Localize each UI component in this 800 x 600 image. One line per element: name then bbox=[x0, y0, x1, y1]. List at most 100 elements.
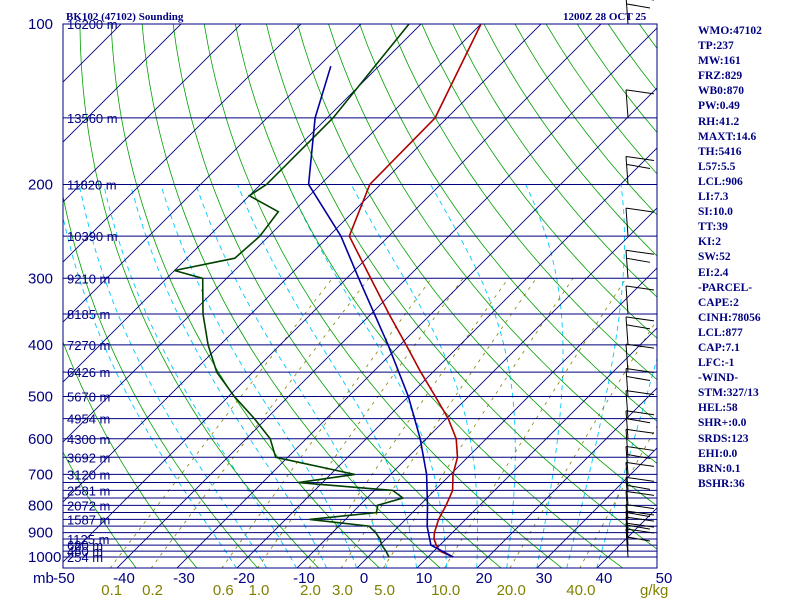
wind-barb-flag bbox=[625, 510, 655, 516]
mixing-ratio-tick-label: 1.0 bbox=[249, 582, 270, 599]
wind-barb-flag bbox=[626, 524, 651, 530]
wind-barb-flag bbox=[626, 257, 651, 263]
index-line: KI:2 bbox=[698, 236, 721, 249]
height-label: 254 m bbox=[67, 550, 103, 565]
index-line: LI:7.3 bbox=[698, 191, 729, 204]
wind-barb-flag bbox=[626, 536, 651, 542]
temperature-tick-label: -20 bbox=[233, 570, 255, 587]
moist-adiabat-line bbox=[350, 184, 479, 568]
chart-timestamp: 1200Z 28 OCT 25 bbox=[563, 11, 647, 23]
mixing-ratio-line bbox=[221, 278, 432, 568]
isobars bbox=[63, 23, 657, 558]
temperature-tick-label: 10 bbox=[416, 570, 433, 587]
wind-barb-flag bbox=[626, 376, 651, 382]
isotherms bbox=[63, 24, 657, 568]
wind-barb-flag bbox=[625, 445, 655, 451]
isotherm-line bbox=[476, 387, 657, 568]
pressure-tick-label: 700 bbox=[28, 466, 53, 483]
index-line: MW:161 bbox=[698, 55, 741, 68]
isotherm-line bbox=[63, 24, 302, 263]
wind-barbs bbox=[625, 0, 655, 558]
index-line: STM:327/13 bbox=[698, 387, 759, 400]
index-line: SW:52 bbox=[698, 251, 731, 264]
height-label: 2581 m bbox=[67, 483, 110, 498]
index-line: BSHR:36 bbox=[698, 477, 745, 490]
moist-adiabat-line bbox=[287, 184, 448, 568]
temperature-profile-line bbox=[348, 24, 482, 558]
isotherm-line bbox=[63, 24, 482, 443]
index-line: CINH:78056 bbox=[698, 311, 761, 324]
moist-adiabat-line bbox=[103, 184, 298, 568]
temperature-tick-label: 30 bbox=[536, 570, 553, 587]
height-label: 7270 m bbox=[67, 338, 110, 353]
isotherm-line bbox=[63, 24, 602, 563]
index-line: -PARCEL- bbox=[698, 281, 753, 294]
moist-adiabat-line bbox=[130, 184, 328, 568]
wind-barb-flag bbox=[625, 522, 655, 528]
mixing-ratio-tick-label: 0.6 bbox=[213, 582, 234, 599]
temperature-tick-label: -40 bbox=[113, 570, 135, 587]
wind-barb-staff bbox=[625, 208, 629, 237]
wind-barb-flag bbox=[625, 390, 655, 396]
wind-barb-staff bbox=[625, 285, 629, 315]
wind-barb-flag bbox=[625, 285, 655, 291]
wind-barb-flag bbox=[625, 89, 655, 95]
isotherm-line bbox=[63, 24, 362, 323]
index-line: SHR+:0.0 bbox=[698, 417, 747, 430]
pressure-tick-label: 1000 bbox=[28, 549, 61, 566]
mixing-ratio-tick-label: 5.0 bbox=[374, 582, 395, 599]
moist-adiabat-line bbox=[160, 184, 358, 568]
chart-title: BK102 (47102) Sounding bbox=[66, 11, 184, 23]
mixing-ratio-tick-label: 0.2 bbox=[142, 582, 163, 599]
height-label: 2072 m bbox=[67, 498, 110, 513]
wind-barb-flag bbox=[625, 343, 655, 349]
wind-barb-staff bbox=[625, 429, 629, 458]
mixing-ratio-unit-label: g/kg bbox=[640, 582, 668, 599]
index-line: LCL:906 bbox=[698, 175, 743, 188]
isotherm-line bbox=[536, 447, 657, 568]
isotherm-line bbox=[63, 24, 242, 203]
wind-barb-flag bbox=[626, 418, 651, 424]
isotherm-line bbox=[116, 27, 657, 568]
dewpoint-profile-line bbox=[174, 24, 410, 558]
mixing-ratio-tick-label: 0.1 bbox=[101, 582, 122, 599]
pressure-tick-label: 200 bbox=[28, 176, 53, 193]
mixing-ratio-line bbox=[444, 278, 627, 568]
index-line: -WIND- bbox=[698, 372, 739, 385]
wind-barb-flag bbox=[626, 3, 651, 9]
pressure-tick-label: 400 bbox=[28, 337, 53, 354]
wind-barb-staff bbox=[625, 504, 629, 533]
wind-barb-flag bbox=[625, 528, 655, 534]
wind-barb-flag bbox=[626, 324, 651, 330]
wind-barb-staff bbox=[625, 344, 629, 373]
pressure-tick-label: 600 bbox=[28, 431, 53, 448]
index-line: BRN:0.1 bbox=[698, 462, 741, 475]
wind-barb-staff bbox=[625, 250, 629, 279]
moist-adiabat-line bbox=[525, 184, 564, 568]
moist-adiabat-line bbox=[195, 184, 388, 568]
mixing-ratio-tick-label: 40.0 bbox=[566, 582, 595, 599]
mixing-ratio-line bbox=[340, 278, 537, 568]
wind-barb-staff bbox=[625, 390, 629, 419]
height-label: 8185 m bbox=[67, 307, 110, 322]
index-line: CAPE:2 bbox=[698, 296, 739, 309]
index-line: CAP:7.1 bbox=[698, 341, 740, 354]
temperature-tick-label: -30 bbox=[173, 570, 195, 587]
index-line: WMO:47102 bbox=[698, 25, 762, 37]
wind-barb-staff bbox=[625, 477, 629, 506]
wind-barb-flag bbox=[626, 453, 651, 459]
height-label: 4954 m bbox=[67, 412, 110, 427]
isotherm-line bbox=[176, 87, 657, 568]
temperature-tick-label: 0 bbox=[360, 570, 368, 587]
temperature-tick-label: 50 bbox=[656, 570, 673, 587]
index-line: EHI:0.0 bbox=[698, 447, 738, 460]
wind-barb-staff bbox=[625, 491, 629, 520]
index-line: TT:39 bbox=[698, 221, 728, 234]
wind-barb-staff bbox=[625, 316, 629, 345]
moist-adiabat-line bbox=[566, 184, 625, 568]
height-label: 4300 m bbox=[67, 432, 110, 447]
index-line: SRDS:123 bbox=[698, 432, 749, 445]
wind-barb-flag bbox=[625, 368, 655, 374]
wind-barb-staff bbox=[625, 368, 629, 397]
